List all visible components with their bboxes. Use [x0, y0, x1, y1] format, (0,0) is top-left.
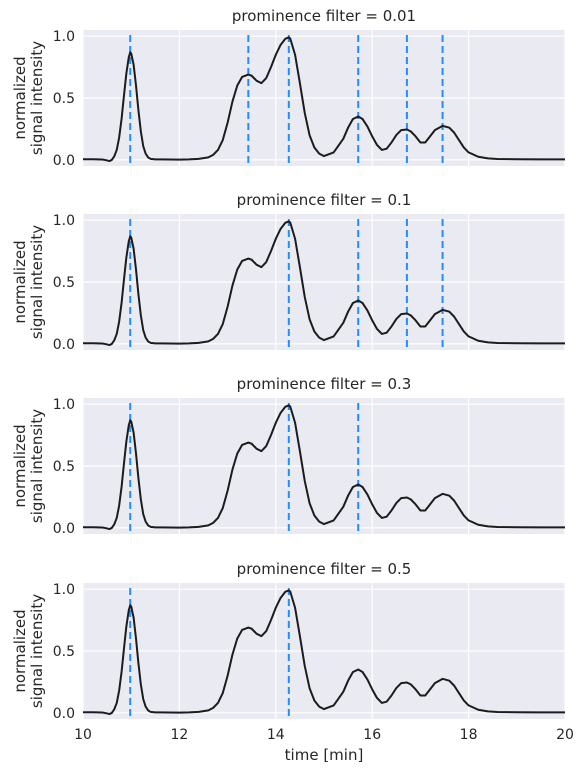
y-tick-label: 0.5 [53, 459, 75, 475]
y-tick-label: 0.0 [53, 153, 75, 169]
signal-line [83, 220, 565, 347]
y-axis-label: normalizedsignal intensity [11, 409, 46, 523]
subplot-title: prominence filter = 0.3 [237, 375, 412, 393]
signal-line [83, 36, 565, 163]
x-tick-label: 14 [267, 727, 285, 743]
subplot-4: 0.0 0.5 1.0 10 12 14 16 18 20 prominence filter =… [11, 560, 574, 764]
x-tick-label: 10 [74, 727, 92, 743]
y-axis-label: normalizedsignal intensity [11, 225, 46, 339]
y-tick-label: 0.0 [53, 337, 75, 353]
y-tick-label: 0.5 [53, 644, 75, 660]
y-axis-label: normalizedsignal intensity [11, 41, 46, 155]
y-axis-label-line: normalized [11, 424, 29, 507]
subplot-title: prominence filter = 0.01 [232, 7, 416, 25]
signal-line [83, 404, 565, 531]
y-axis-label-line: normalized [11, 240, 29, 323]
y-tick-label: 0.0 [53, 706, 75, 722]
y-axis-label-line: normalized [11, 609, 29, 692]
x-tick-label: 12 [170, 727, 188, 743]
x-tick-label: 16 [363, 727, 381, 743]
x-tick-label: 20 [556, 727, 574, 743]
y-tick-label: 1.0 [53, 397, 75, 413]
y-axis-label-line: signal intensity [28, 225, 46, 339]
y-tick-label: 1.0 [53, 213, 75, 229]
y-tick-label: 0.5 [53, 275, 75, 291]
y-axis-label: normalizedsignal intensity [11, 594, 46, 708]
y-axis-label-line: normalized [11, 56, 29, 139]
y-tick-label: 1.0 [53, 29, 75, 45]
subplot-1: 0.0 0.5 1.0 prominence filter = 0.01 normali… [11, 7, 566, 169]
y-axis-label-line: signal intensity [28, 594, 46, 708]
subplot-title: prominence filter = 0.5 [237, 560, 412, 578]
y-tick-label: 0.5 [53, 91, 75, 107]
signal-line [83, 589, 565, 716]
y-tick-label: 0.0 [53, 521, 75, 537]
x-axis-label: time [min] [285, 746, 364, 764]
x-tick-label: 18 [460, 727, 478, 743]
subplot-3: 0.0 0.5 1.0 prominence filter = 0.3 normaliz… [11, 375, 566, 537]
subplot-2: 0.0 0.5 1.0 prominence filter = 0.1 normaliz… [11, 191, 566, 353]
y-axis-label-line: signal intensity [28, 41, 46, 155]
y-tick-label: 1.0 [53, 582, 75, 598]
y-axis-label-line: signal intensity [28, 409, 46, 523]
subplot-title: prominence filter = 0.1 [237, 191, 412, 209]
